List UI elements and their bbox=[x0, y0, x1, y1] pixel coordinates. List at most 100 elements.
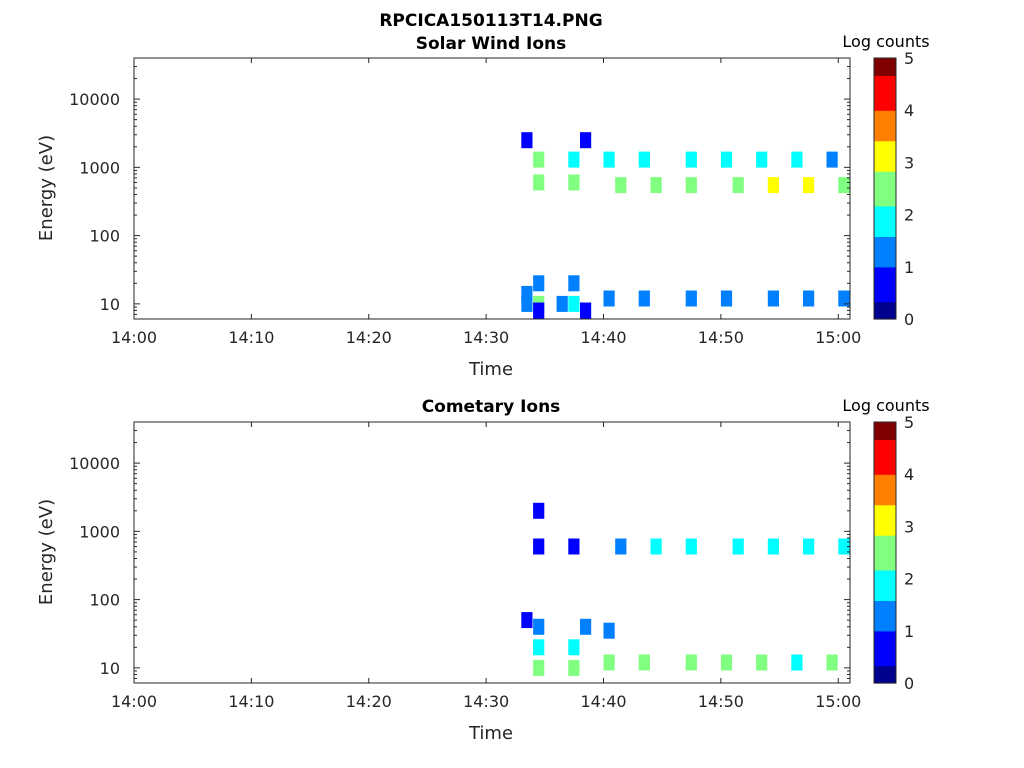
colorbar-swatch bbox=[874, 201, 896, 207]
colorbar-swatch bbox=[874, 617, 896, 623]
y-tick-label: 1000 bbox=[79, 158, 120, 177]
heatmap-cell bbox=[603, 290, 615, 307]
colorbar-tick-label: 3 bbox=[904, 517, 914, 536]
x-tick-label: 14:00 bbox=[111, 328, 157, 347]
y-tick-label: 10000 bbox=[69, 454, 120, 473]
colorbar-swatch bbox=[874, 669, 896, 675]
heatmap-cell bbox=[603, 654, 615, 671]
heatmap-cell bbox=[568, 151, 580, 168]
x-tick-label: 14:50 bbox=[698, 328, 744, 347]
colorbar-tick-label: 2 bbox=[904, 206, 914, 225]
y-tick-label: 10 bbox=[100, 295, 120, 314]
colorbar-swatch bbox=[874, 613, 896, 619]
x-tick-label: 14:10 bbox=[228, 328, 274, 347]
colorbar-swatch bbox=[874, 487, 896, 493]
heatmap-cell bbox=[615, 177, 627, 194]
colorbar-tick-label: 0 bbox=[904, 674, 914, 693]
colorbar-swatch bbox=[874, 253, 896, 259]
y-axis-label: Energy (eV) bbox=[36, 499, 57, 605]
heatmap-cell bbox=[826, 151, 838, 168]
colorbar-swatch bbox=[874, 240, 896, 246]
heatmap-cell bbox=[720, 290, 733, 307]
colorbar-tick-label: 5 bbox=[904, 413, 914, 432]
colorbar-swatch bbox=[874, 543, 896, 549]
colorbar-swatch bbox=[874, 114, 896, 120]
heatmap-cell bbox=[568, 174, 580, 191]
colorbar-swatch bbox=[874, 158, 896, 163]
heatmap-cell bbox=[685, 290, 697, 307]
x-tick-label: 14:30 bbox=[463, 328, 509, 347]
heatmap-cell bbox=[580, 618, 592, 635]
colorbar-swatch bbox=[874, 262, 896, 268]
colorbar-swatch bbox=[874, 101, 896, 107]
heatmap-cell bbox=[732, 177, 744, 194]
heatmap-cell bbox=[767, 538, 779, 555]
colorbar-swatch bbox=[874, 279, 896, 285]
heatmap-cell bbox=[826, 654, 838, 671]
x-tick-label: 14:20 bbox=[346, 328, 392, 347]
colorbar-swatch bbox=[874, 136, 896, 142]
colorbar-swatch bbox=[874, 448, 896, 454]
colorbar-swatch bbox=[874, 97, 896, 103]
colorbar-swatch bbox=[874, 430, 896, 436]
heatmap-cell bbox=[533, 174, 545, 191]
y-tick-label: 10 bbox=[100, 659, 120, 678]
colorbar-swatch bbox=[874, 210, 896, 216]
colorbar-swatch bbox=[874, 609, 896, 614]
colorbar-swatch bbox=[874, 179, 896, 185]
colorbar-swatch bbox=[874, 218, 896, 224]
colorbar-swatch bbox=[874, 275, 896, 281]
colorbar-swatch bbox=[874, 469, 896, 475]
colorbar-tick-label: 1 bbox=[904, 258, 914, 277]
colorbar-swatch bbox=[874, 223, 896, 229]
heatmap-cell bbox=[568, 659, 580, 676]
colorbar-swatch bbox=[874, 301, 896, 307]
heatmap-cell bbox=[521, 285, 533, 302]
heatmap-cell bbox=[756, 654, 768, 671]
colorbar: 0 1 2 3 4 5 bbox=[873, 49, 914, 329]
heatmap-cell bbox=[568, 639, 580, 656]
axis-ticks: 14:00 14:10 14:20 14:30 14:40 14:50 15:00 10 100… bbox=[69, 421, 861, 711]
heatmap-cell bbox=[803, 177, 815, 194]
colorbar-swatch bbox=[874, 596, 896, 601]
colorbar-swatch bbox=[874, 635, 896, 641]
colorbar-swatch bbox=[874, 539, 896, 545]
colorbar-swatch bbox=[874, 435, 896, 440]
colorbar-swatch bbox=[874, 522, 896, 527]
colorbar-swatch bbox=[874, 513, 896, 519]
colorbar-swatch bbox=[874, 258, 896, 264]
heatmap-cell bbox=[603, 622, 615, 639]
heatmap-cells bbox=[521, 132, 850, 319]
colorbar-label: Log counts bbox=[842, 32, 929, 51]
colorbar-swatch bbox=[874, 574, 896, 580]
colorbar-swatch bbox=[874, 153, 896, 159]
colorbar-swatch bbox=[874, 661, 896, 667]
colorbar-swatch bbox=[874, 110, 896, 116]
colorbar-swatch bbox=[874, 292, 896, 298]
heatmap-cell bbox=[533, 151, 545, 168]
colorbar-swatch bbox=[874, 140, 896, 146]
heatmap-cell bbox=[720, 151, 733, 168]
heatmap-cell bbox=[521, 132, 533, 149]
heatmap-cell bbox=[767, 290, 779, 307]
colorbar-swatch bbox=[874, 118, 896, 124]
colorbar-swatch bbox=[874, 192, 896, 198]
colorbar-swatch bbox=[874, 166, 896, 172]
colorbar-swatch bbox=[874, 591, 896, 597]
colorbar-swatch bbox=[874, 587, 896, 593]
solar-wind-ions-panel: Solar Wind Ions 14:00 14:10 14:20 14:30 14:4… bbox=[36, 32, 930, 380]
colorbar-swatch bbox=[874, 456, 896, 462]
colorbar-swatch bbox=[874, 530, 896, 536]
colorbar-swatch bbox=[874, 482, 896, 488]
colorbar-swatch bbox=[874, 478, 896, 484]
heatmap-cell bbox=[533, 618, 545, 635]
heatmap-cell bbox=[556, 295, 568, 312]
plot-frame bbox=[133, 421, 851, 684]
x-tick-label: 15:00 bbox=[815, 328, 861, 347]
x-axis-label: Time bbox=[468, 359, 513, 380]
colorbar-swatch bbox=[874, 297, 896, 303]
colorbar-tick-label: 0 bbox=[904, 310, 914, 329]
heatmap-cell bbox=[838, 290, 850, 307]
colorbar-swatch bbox=[874, 58, 896, 63]
